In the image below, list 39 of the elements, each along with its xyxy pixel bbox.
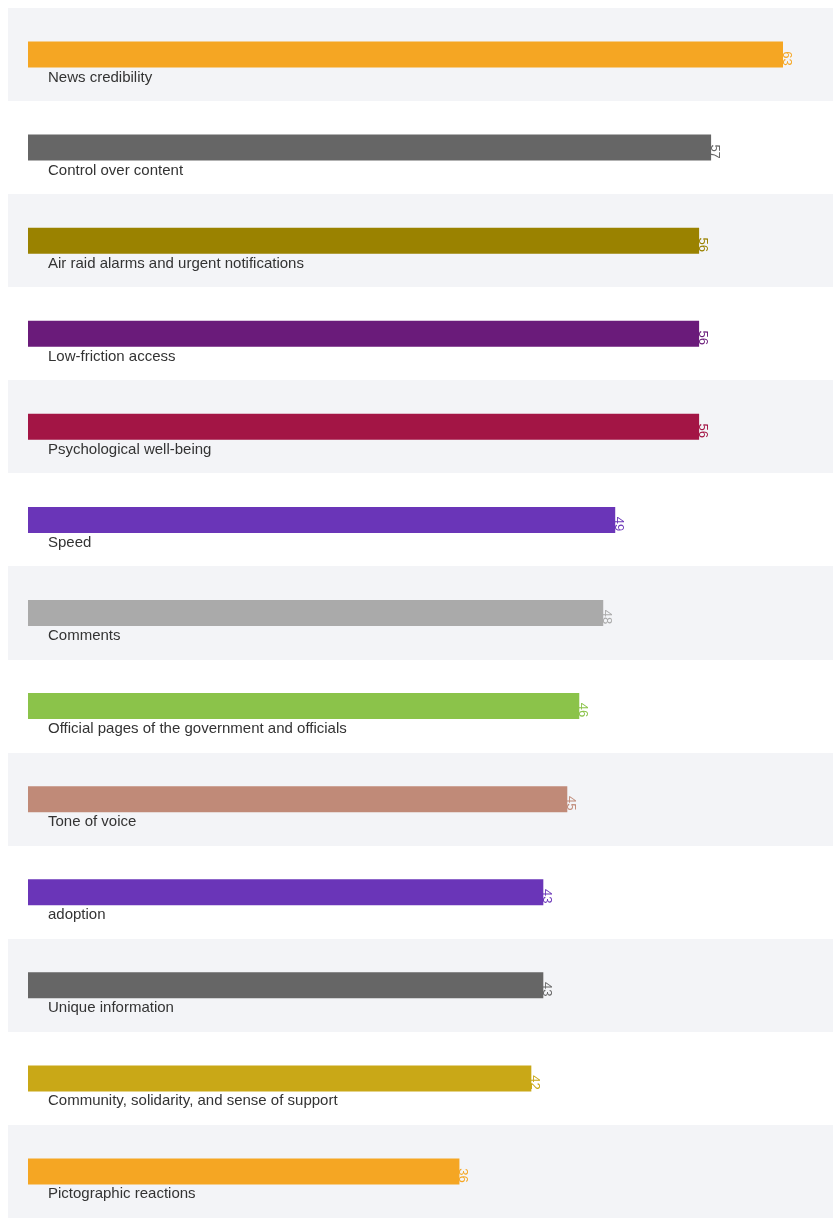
data-label: 46	[575, 702, 591, 718]
data-label: 42	[527, 1075, 543, 1090]
bar	[28, 320, 700, 347]
y-tick-label: Air raid alarms and urgent notifications	[48, 253, 304, 271]
y-tick-label: Low-friction access	[48, 346, 176, 364]
y-tick-label: Pictographic reactions	[48, 1184, 196, 1202]
bar	[28, 786, 568, 813]
y-tick-label: Comments	[48, 626, 121, 643]
y-tick-label: Tone of voice	[48, 812, 137, 830]
data-label: 56	[695, 330, 711, 345]
y-tick-label: Control over content	[48, 160, 184, 178]
data-label: 56	[695, 237, 711, 252]
y-tick-label: Official pages of the government and officials	[48, 719, 347, 737]
y-tick-label: Speed	[48, 532, 92, 550]
data-label: 57	[707, 144, 723, 159]
bar	[28, 600, 604, 626]
bar	[28, 972, 544, 999]
data-label: 43	[539, 982, 555, 997]
bar	[28, 1158, 460, 1185]
bar	[28, 134, 712, 161]
data-label: 56	[695, 423, 711, 439]
bar	[28, 506, 616, 533]
bar	[28, 227, 700, 254]
y-tick-label: Psychological well-being	[48, 439, 212, 457]
bar	[28, 1065, 532, 1092]
data-label: 36	[455, 1168, 471, 1183]
data-label: 43	[539, 889, 555, 904]
y-tick-label: adoption	[48, 905, 106, 923]
bar	[28, 879, 544, 906]
data-label: 48	[599, 609, 615, 625]
y-tick-label: Community, solidarity, and sense of support	[48, 1091, 339, 1109]
y-tick-label: Unique information	[48, 998, 174, 1016]
bar	[28, 41, 783, 68]
bar	[28, 413, 700, 440]
bar	[28, 693, 580, 720]
data-label: 49	[611, 516, 627, 532]
y-tick-label: News credibility	[48, 67, 153, 85]
data-label: 45	[563, 795, 579, 811]
data-label: 63	[779, 51, 795, 66]
